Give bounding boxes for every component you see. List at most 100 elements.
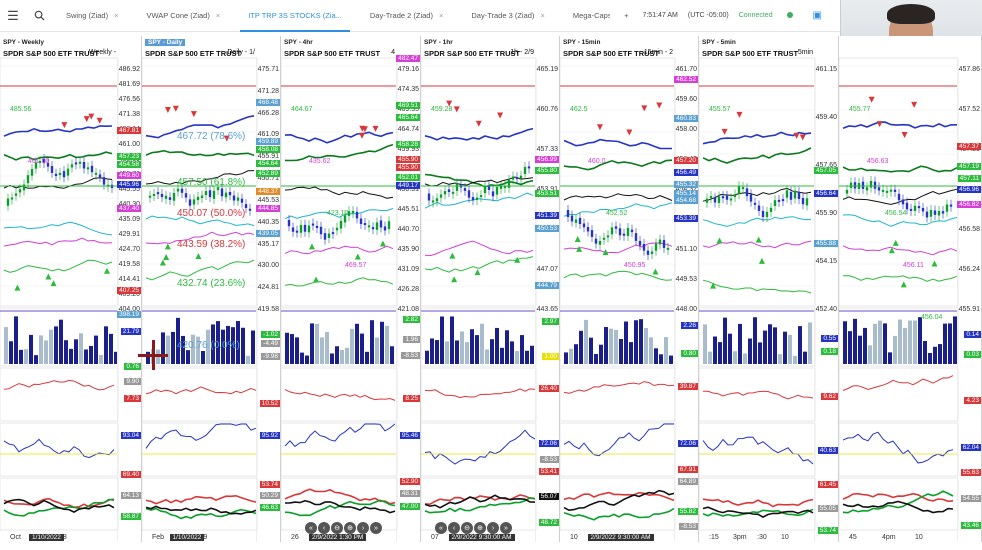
tab-4[interactable]: Day-Trade 3 (Ziad) × — [457, 0, 558, 32]
zoom-in-button[interactable]: ⊕ — [474, 522, 486, 534]
candle-body — [777, 199, 781, 202]
chart-panel-4hr[interactable]: SPY - 4hr SPDR S&P 500 ETF TRUST 4 464.67 43… — [281, 36, 421, 542]
time-tick-label: 3pm — [733, 534, 747, 541]
volume-bar — [718, 342, 722, 364]
price-axis[interactable]: 475.71 471.28 466.28 461.09 455.91 450.71 445.… — [256, 58, 280, 542]
chart-panel-weekly[interactable]: SPY - Weekly SPDR S&P 500 ETF TRUST Weekly… — [0, 36, 142, 542]
price-tag: 465.64 — [396, 114, 420, 121]
price-tick-label: 424.81 — [257, 284, 279, 292]
scroll-left-button[interactable]: ‹ — [448, 522, 460, 534]
chart-panel-1hr[interactable]: SPY - 1hr SPDR S&P 500 ETF TRUST 1h - 2/9 4… — [421, 36, 560, 542]
price-level-label: 401.00 — [28, 158, 50, 165]
tab-close-icon[interactable]: × — [215, 11, 221, 20]
panel-title[interactable]: SPY - Weekly — [3, 39, 44, 46]
price-tag: 457.19 — [957, 163, 981, 170]
time-axis[interactable]: Feb091/10/2022 — [142, 530, 280, 542]
volume-bar — [778, 354, 782, 364]
volume-bar — [873, 323, 877, 364]
panel-title[interactable]: SPY - 4hr — [284, 39, 313, 46]
volume-bar — [609, 328, 613, 364]
time-axis[interactable]: :15 3pm:30 10 — [699, 530, 838, 542]
chart-panel-2min[interactable]: 455.77 456.63 456.54 456.11 456.04 457.86 457.… — [839, 36, 982, 542]
tab-1[interactable]: VWAP Cone (Ziad) × — [133, 0, 235, 32]
volume-bar — [758, 342, 762, 364]
price-tick-label: 461.00 — [118, 141, 140, 148]
zoom-out-button[interactable]: ⊖ — [331, 522, 343, 534]
candle-body — [248, 208, 252, 211]
zoom-in-button[interactable]: ⊕ — [344, 522, 356, 534]
time-axis[interactable]: 26 2/9/2022 1:30 PM — [281, 530, 420, 542]
scroll-start-button[interactable]: « — [435, 522, 447, 534]
price-axis[interactable]: 461.15 459.40 457.65 455.90 454.15 452.40 — [814, 58, 838, 542]
tab-3[interactable]: Day-Trade 2 (Ziad) × — [356, 0, 457, 32]
candle-body — [216, 187, 220, 191]
candle-body — [291, 227, 295, 232]
time-tick-label: 45 — [849, 534, 857, 541]
volume-bar — [510, 341, 514, 364]
time-axis[interactable]: Oct081/10/2022 — [0, 530, 141, 542]
time-axis[interactable]: 07 2/9/2022 9:30:00 AM — [421, 530, 559, 542]
sub-pane-frame — [281, 422, 398, 477]
scroll-end-button[interactable]: » — [370, 522, 382, 534]
panel-title[interactable]: SPY - 5min — [702, 39, 736, 46]
candle-body — [877, 187, 881, 191]
price-tag: 454.68 — [674, 197, 698, 204]
price-tick-label: 457.86 — [958, 66, 980, 73]
tab-close-icon[interactable]: × — [540, 11, 545, 20]
candle-body — [905, 202, 909, 210]
search-icon[interactable] — [26, 0, 52, 32]
ma-line — [284, 277, 394, 287]
chart-panel-5min[interactable]: SPY - 5min SPDR S&P 500 ETF TRUST 5min 455.… — [699, 36, 839, 542]
volume-bar — [520, 335, 524, 364]
panel-title[interactable]: SPY - Daily — [145, 39, 186, 46]
ma-line — [145, 149, 255, 157]
scroll-start-button[interactable]: « — [305, 522, 317, 534]
sub-pane-frame — [142, 367, 258, 422]
panel-title[interactable]: SPY - 1hr — [424, 39, 453, 46]
time-axis[interactable]: 10 2/9/2022 9:30:00 AM — [560, 530, 698, 542]
hamburger-icon[interactable]: ☰ — [7, 7, 19, 23]
candle-body — [90, 165, 94, 173]
volume-bar — [385, 325, 389, 364]
scroll-right-button[interactable]: › — [357, 522, 369, 534]
tab-5[interactable]: Mega-Caps Cones (Ziad)× — [559, 0, 610, 32]
tab-2[interactable]: ITP TRP 3S STOCKS (Zia... — [234, 0, 356, 32]
candle-body — [343, 215, 347, 223]
candle-body — [757, 205, 761, 211]
save-icon[interactable]: ▣ — [812, 10, 822, 21]
candle-body — [933, 210, 937, 215]
tab-0[interactable]: Swing (Ziad) × — [52, 0, 133, 32]
volume-bar — [290, 334, 294, 364]
candle-body — [455, 183, 459, 191]
zoom-out-button[interactable]: ⊖ — [461, 522, 473, 534]
chart-panel-15min[interactable]: SPY - 15min SPDR S&P 500 ETF TRUST 15min -… — [560, 36, 699, 542]
candle-body — [38, 160, 42, 163]
time-axis[interactable]: 45 4pm 10 — [839, 530, 981, 542]
scroll-end-button[interactable]: » — [500, 522, 512, 534]
candle-body — [347, 211, 351, 216]
candle-body — [467, 190, 471, 198]
price-tick-label: 426.28 — [397, 286, 419, 293]
candle-body — [335, 227, 339, 231]
scroll-left-button[interactable]: ‹ — [318, 522, 330, 534]
candle-body — [853, 182, 857, 189]
panel-title[interactable]: SPY - 15min — [563, 39, 601, 46]
buy-signal-marker — [45, 273, 52, 280]
oscillator-line — [145, 386, 257, 395]
chart-panel-daily[interactable]: SPY - Daily SPDR S&P 500 ETF TRUST Daily -… — [142, 36, 281, 542]
scroll-right-button[interactable]: › — [487, 522, 499, 534]
candle-body — [566, 209, 570, 218]
price-tag: 10.52 — [259, 400, 280, 407]
crosshair-cursor-icon — [138, 340, 168, 370]
price-axis[interactable]: 479.16474.35469.55464.74459.93455.12450.… — [396, 58, 420, 542]
candle-body — [435, 198, 439, 202]
sell-signal-marker — [96, 117, 103, 124]
price-tag: 457.11 — [957, 175, 981, 182]
tab-close-icon[interactable]: × — [114, 11, 119, 20]
add-tab-button[interactable]: + — [624, 11, 629, 20]
ma-line — [563, 270, 673, 281]
price-tag: 450.53 — [535, 225, 559, 232]
tab-close-icon[interactable]: × — [438, 11, 444, 20]
price-level-label: 452.52 — [606, 210, 628, 217]
sell-signal-marker — [736, 111, 743, 118]
